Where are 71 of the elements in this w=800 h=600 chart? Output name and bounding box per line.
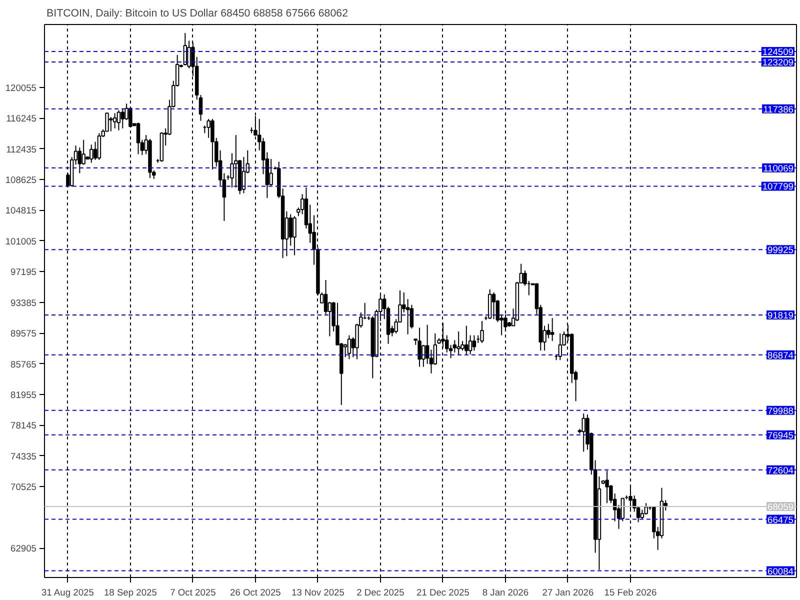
y-tick-label: 74335	[10, 451, 37, 462]
y-tick-label: 85765	[10, 359, 37, 370]
ref-line-label: 110069	[763, 163, 794, 174]
candlestick	[492, 292, 496, 320]
x-tick-label: 26 Oct 2025	[230, 588, 281, 598]
candlestick	[120, 108, 124, 129]
candlestick	[116, 110, 121, 131]
candlestick	[582, 412, 586, 452]
candlestick	[456, 331, 460, 355]
candlestick	[136, 122, 140, 155]
candlestick	[504, 314, 508, 332]
x-tick-label: 31 Aug 2025	[41, 588, 94, 598]
ref-line-label: 76945	[768, 430, 794, 440]
candlestick	[441, 322, 445, 348]
ref-line-label: 60084	[768, 566, 794, 576]
x-tick-label: 21 Dec 2025	[416, 588, 470, 598]
y-tick-label: 62905	[10, 544, 37, 554]
x-tick-label: 7 Oct 2025	[170, 588, 216, 598]
x-tick-label: 13 Nov 2025	[292, 588, 344, 598]
candlestick	[234, 134, 238, 188]
candlestick	[558, 332, 562, 361]
ref-line-label: 124509	[762, 47, 794, 58]
candlestick	[433, 332, 438, 366]
candlestick	[128, 106, 132, 128]
candlestick	[347, 334, 352, 360]
candlestick	[82, 139, 86, 166]
candlestick	[488, 289, 492, 320]
candlestick	[644, 502, 648, 516]
x-tick-label: 18 Sep 2025	[104, 588, 157, 598]
x-tick-label: 27 Jan 2026	[542, 588, 594, 598]
y-tick-label: 78145	[10, 420, 37, 431]
y-tick-label: 112435	[6, 144, 37, 154]
candlestick	[112, 112, 117, 129]
candlestick	[97, 132, 102, 160]
ref-line-label: 79988	[768, 406, 794, 416]
candlestick	[464, 325, 468, 355]
ref-line-label: 68059	[768, 502, 794, 512]
y-tick-label: 81955	[10, 390, 37, 400]
x-tick-label: 8 Jan 2026	[482, 588, 529, 598]
candlestick	[269, 158, 273, 186]
candlestick	[550, 318, 554, 342]
y-tick-label: 89575	[10, 328, 37, 339]
candlestick	[90, 144, 94, 164]
ref-line-label: 91819	[768, 310, 794, 320]
y-tick-label: 97195	[10, 267, 37, 278]
candlestick	[288, 214, 292, 246]
y-tick-label: 120055	[5, 82, 37, 93]
y-tick-label: 108625	[5, 175, 37, 186]
candlestick	[210, 118, 214, 170]
candlestick	[605, 470, 609, 504]
ref-line-label: 72604	[768, 465, 794, 476]
chart-title: BITCOIN, Daily: Bitcoin to US Dollar 68450 68858 67566 68062	[46, 8, 348, 20]
candlestick	[480, 320, 484, 344]
ref-line-label: 117386	[763, 104, 794, 114]
candlestick	[109, 116, 113, 132]
ref-line-label: 66475	[768, 514, 794, 525]
y-tick-label: 93385	[10, 298, 37, 308]
x-tick-label: 2 Dec 2025	[356, 588, 404, 598]
y-tick-label: 116245	[6, 114, 37, 124]
ref-line-label: 86874	[768, 350, 794, 360]
y-tick-label: 70525	[10, 482, 37, 492]
x-tick-label: 15 Feb 2026	[604, 588, 657, 598]
ref-line-label: 99925	[768, 245, 794, 256]
candlestick	[472, 334, 476, 352]
candlestick	[418, 327, 422, 368]
candlestick	[292, 216, 296, 256]
ref-line-label: 123209	[762, 57, 794, 68]
ref-line-label: 107799	[762, 182, 794, 192]
y-tick-label: 101005	[5, 236, 37, 246]
candlestick	[206, 118, 210, 138]
y-tick-label: 104815	[5, 206, 37, 216]
